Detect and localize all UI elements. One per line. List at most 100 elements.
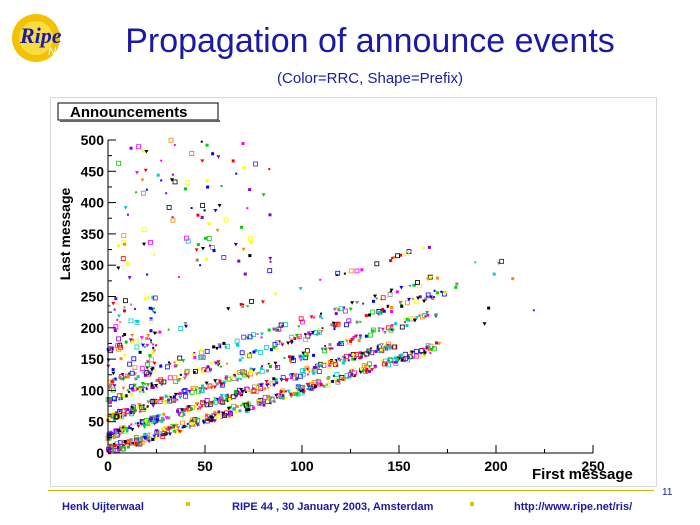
data-point [295, 392, 299, 396]
data-point [189, 424, 192, 427]
data-point [119, 357, 123, 361]
data-point [132, 383, 137, 388]
data-point [292, 375, 298, 381]
data-point [139, 405, 145, 410]
data-point [135, 320, 140, 324]
data-point [167, 426, 171, 430]
data-point [337, 308, 341, 312]
data-point [153, 311, 156, 314]
data-point [246, 305, 249, 308]
data-point [150, 351, 155, 356]
footer-event: RIPE 44 , 30 January 2003, Amsterdam [232, 501, 434, 513]
data-point [172, 375, 178, 381]
data-point [217, 410, 221, 414]
data-point [228, 397, 232, 401]
data-point [206, 365, 210, 369]
data-point [333, 324, 337, 328]
data-point [404, 250, 410, 256]
data-point [217, 203, 222, 208]
data-point [399, 286, 404, 290]
data-point [182, 425, 186, 429]
data-point [200, 216, 204, 220]
data-point [252, 350, 256, 354]
data-point [129, 410, 134, 415]
data-point [326, 347, 329, 350]
data-point [129, 438, 133, 442]
data-point [487, 306, 491, 310]
data-point [398, 355, 401, 358]
data-point [238, 409, 242, 413]
logo-sub-text: NCC [48, 46, 72, 58]
data-point [167, 361, 170, 364]
footer-url[interactable]: http://www.ripe.net/ris/ [514, 501, 633, 513]
data-point [380, 359, 383, 362]
data-point [240, 390, 245, 394]
data-point [185, 238, 191, 244]
data-point [123, 206, 128, 210]
data-point [121, 334, 124, 337]
chart-title: Announcements [70, 104, 188, 121]
data-point [127, 439, 130, 442]
data-point [152, 420, 156, 424]
data-point [205, 387, 208, 390]
data-point [281, 390, 284, 393]
data-point [154, 429, 159, 433]
data-point [142, 425, 147, 429]
data-point [123, 443, 126, 446]
data-point [306, 373, 309, 376]
data-point [233, 390, 237, 394]
data-point [249, 240, 253, 244]
data-point [333, 328, 336, 331]
data-point [387, 292, 393, 298]
data-point [247, 400, 250, 403]
data-point [159, 419, 162, 422]
data-point [108, 347, 111, 350]
data-point [260, 366, 264, 370]
data-point [342, 358, 345, 361]
data-point [114, 431, 119, 436]
data-point [152, 331, 157, 336]
data-point [339, 341, 344, 346]
data-point [250, 369, 254, 373]
data-point [281, 396, 285, 400]
data-point [130, 406, 134, 410]
data-point [179, 373, 182, 376]
data-point [290, 376, 294, 380]
data-point [218, 396, 224, 402]
data-point [335, 321, 341, 327]
data-point [120, 446, 126, 452]
data-point [395, 358, 399, 362]
data-point [138, 350, 142, 354]
data-point [392, 328, 395, 331]
data-point [155, 430, 159, 434]
data-point [181, 389, 187, 394]
data-point [254, 372, 259, 377]
data-point [381, 307, 385, 311]
page-subtitle: (Color=RRC, Shape=Prefix) [277, 70, 463, 87]
data-point [256, 333, 259, 336]
data-point [314, 365, 318, 369]
data-point [344, 322, 349, 328]
data-point [160, 179, 163, 182]
data-point [212, 400, 218, 405]
data-point [289, 334, 295, 340]
data-point [216, 412, 220, 416]
data-point [136, 406, 141, 410]
data-point [212, 419, 217, 423]
data-point [387, 357, 393, 362]
data-point [231, 159, 235, 163]
data-point [117, 393, 122, 398]
data-point [189, 407, 193, 411]
data-point [380, 350, 383, 353]
data-point [431, 346, 437, 352]
data-point [122, 443, 125, 446]
data-point [204, 398, 210, 403]
data-point [142, 149, 146, 153]
data-point [296, 385, 301, 389]
data-point [140, 178, 145, 182]
data-point [251, 368, 256, 372]
data-point [297, 335, 302, 340]
data-point [145, 343, 150, 348]
data-point [420, 352, 423, 355]
data-point [157, 435, 160, 438]
